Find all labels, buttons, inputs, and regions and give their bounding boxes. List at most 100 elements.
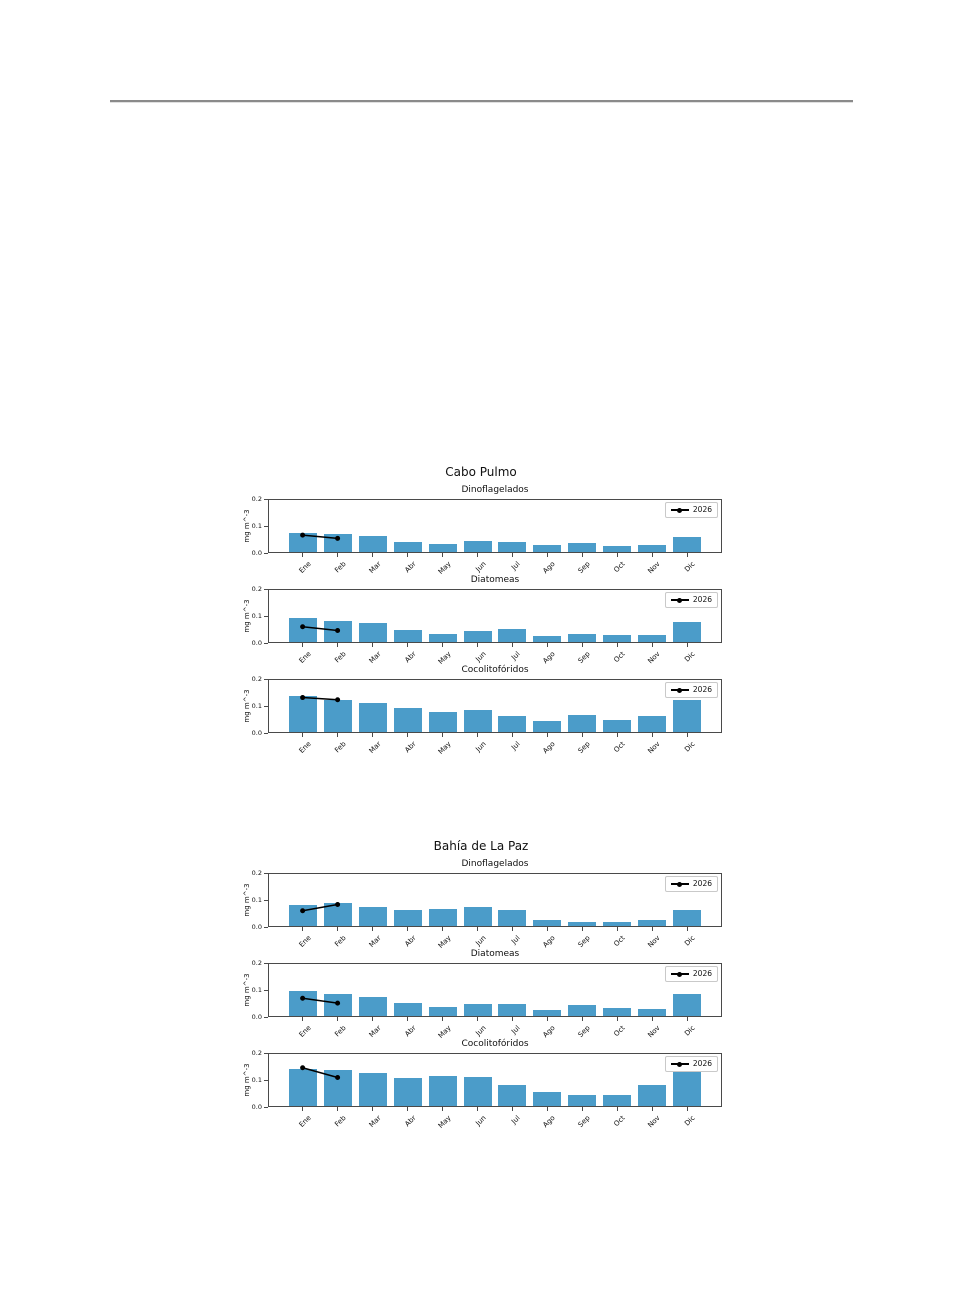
y-tick-label: 0.1 [251, 521, 262, 530]
bar-feb [323, 534, 352, 552]
x-tick-mark [372, 1017, 374, 1021]
bar-jul [498, 910, 527, 926]
x-tick-mark [442, 643, 444, 647]
bar-dic [673, 1070, 702, 1106]
x-tick-mark [337, 927, 339, 931]
series-line-2026 [300, 995, 341, 1006]
bar-abr [393, 1078, 422, 1106]
bar-ene [288, 696, 317, 732]
x-tick-mark [337, 1017, 339, 1021]
y-tick-mark [264, 989, 268, 991]
bar-mar [358, 536, 387, 552]
legend: 2026 [664, 876, 718, 892]
data-point-marker [300, 908, 306, 914]
bar-mar [358, 997, 387, 1016]
x-tick-mark [442, 1017, 444, 1021]
x-tick-mark [372, 733, 374, 737]
bar-may [428, 634, 457, 642]
y-tick-label: 0.0 [251, 728, 262, 737]
bar-sep [568, 922, 597, 926]
bar-jun [463, 907, 492, 926]
x-tick-mark [302, 553, 304, 557]
bar-dic [673, 622, 702, 642]
y-tick-mark [264, 678, 268, 680]
bar-sep [568, 634, 597, 642]
y-tick-label: 0.0 [251, 638, 262, 647]
y-tick-label: 0.2 [251, 1048, 262, 1057]
bar-ene [288, 1069, 317, 1106]
x-tick-mark [477, 643, 478, 647]
x-tick-mark [407, 1017, 409, 1021]
bar-jul [498, 1085, 527, 1106]
x-tick-mark [407, 927, 409, 931]
y-tick-label: 0.1 [251, 611, 262, 620]
plot-area: 2026 [268, 873, 722, 927]
x-tick-mark [511, 553, 513, 557]
x-tick-mark [686, 553, 688, 557]
x-tick-mark [581, 553, 583, 557]
x-tick-mark [546, 927, 548, 931]
y-tick-label: 0.2 [251, 584, 262, 593]
bar-mar [358, 703, 387, 732]
subplot-title: Diatomeas [470, 949, 520, 959]
bar-nov [638, 1009, 667, 1016]
x-tick-mark [616, 1107, 618, 1111]
x-tick-mark [581, 643, 583, 647]
y-tick-mark [264, 1106, 268, 1108]
legend: 2026 [664, 682, 718, 698]
x-tick-mark [372, 553, 374, 557]
data-point-marker [335, 1000, 341, 1006]
y-tick-mark [264, 732, 268, 734]
subplot-title: Dinoflagelados [461, 859, 529, 869]
x-tick-mark [477, 553, 478, 557]
legend-label: 2026 [692, 969, 712, 978]
x-tick-mark [546, 553, 548, 557]
legend-line-marker-icon [670, 881, 689, 887]
bar-jul [498, 542, 527, 552]
bar-ene [288, 618, 317, 642]
bar-jun [463, 1077, 492, 1106]
data-point-marker [300, 695, 306, 701]
legend-label: 2026 [692, 685, 712, 694]
series-line-2026 [300, 624, 341, 633]
bar-dic [673, 700, 702, 732]
bar-mar [358, 623, 387, 642]
x-tick-mark [546, 1017, 548, 1021]
bar-dic [673, 994, 702, 1016]
subplot-title: Diatomeas [470, 575, 520, 585]
bar-ago [533, 545, 562, 552]
y-tick-label: 0.0 [251, 1012, 262, 1021]
bar-nov [638, 635, 667, 642]
x-tick-mark [477, 927, 478, 931]
bar-may [428, 1076, 457, 1106]
subplot-title: Cocolitofóridos [461, 1039, 529, 1049]
y-tick-label: 0.0 [251, 1102, 262, 1111]
x-tick-mark [337, 643, 339, 647]
bar-may [428, 544, 457, 552]
bar-jun [463, 710, 492, 732]
x-tick-mark [337, 1107, 339, 1111]
data-point-marker [335, 535, 341, 541]
y-tick-mark [264, 1016, 268, 1018]
bar-ago [533, 920, 562, 926]
x-tick-mark [302, 927, 304, 931]
x-tick-mark [511, 733, 513, 737]
data-point-marker [300, 995, 306, 1001]
legend-line-marker-icon [670, 971, 689, 977]
bar-ago [533, 721, 562, 732]
y-tick-label: 0.2 [251, 674, 262, 683]
x-tick-mark [511, 1107, 513, 1111]
x-tick-mark [651, 1107, 653, 1111]
legend-line-marker-icon [670, 1061, 689, 1067]
y-tick-mark [264, 642, 268, 644]
x-tick-mark [442, 927, 444, 931]
y-tick-label: 0.0 [251, 548, 262, 557]
bar-ago [533, 1092, 562, 1106]
legend-line-marker-icon [670, 597, 689, 603]
bar-may [428, 1007, 457, 1016]
bar-mar [358, 907, 387, 926]
x-tick-mark [477, 1107, 478, 1111]
y-tick-label: 0.1 [251, 985, 262, 994]
x-tick-mark [616, 643, 618, 647]
bar-may [428, 909, 457, 926]
